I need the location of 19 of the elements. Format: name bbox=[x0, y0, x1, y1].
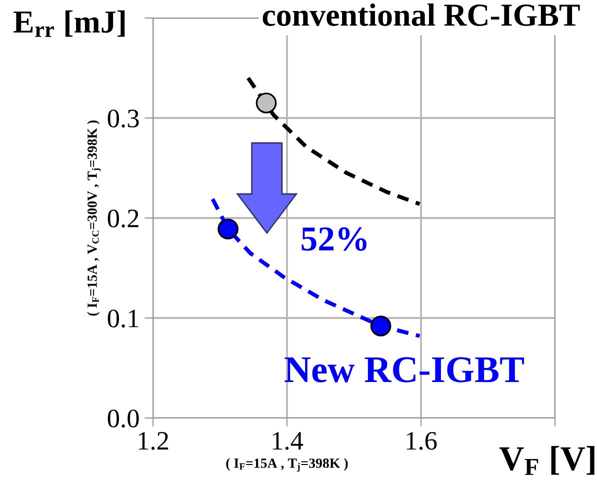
point bbox=[218, 218, 238, 240]
y-axis-title: E$_{rr}$ [mJ] bbox=[14, 10, 125, 37]
x-tick-label: 1.2 bbox=[138, 432, 168, 450]
annotation: 52% bbox=[302, 227, 366, 251]
y-tick-label: 0.0 bbox=[108, 410, 139, 428]
series-label: New RC-IGBT bbox=[284, 357, 524, 382]
series-label: conventional RC-IGBT bbox=[262, 4, 580, 26]
x-axis-title: V$_{F}$ [V] bbox=[499, 446, 594, 475]
y-tick-label: 0.3 bbox=[108, 110, 139, 128]
text: ( I$_{F}$=15A , V$_{CC}$=300V , T$_{j}$=398K ) bbox=[87, 120, 101, 316]
text: ( I$_{F}$=15A , T$_{j}$=398K ) bbox=[226, 458, 348, 472]
y-tick-label: 0.1 bbox=[108, 310, 138, 328]
line-series bbox=[210, 197, 422, 338]
line-series bbox=[246, 76, 422, 206]
y-tick-label: 0.2 bbox=[108, 210, 138, 228]
x-tick-label: 1.4 bbox=[272, 432, 304, 450]
point bbox=[370, 316, 392, 336]
point bbox=[256, 92, 277, 114]
x-tick-label: 1.6 bbox=[406, 432, 437, 450]
